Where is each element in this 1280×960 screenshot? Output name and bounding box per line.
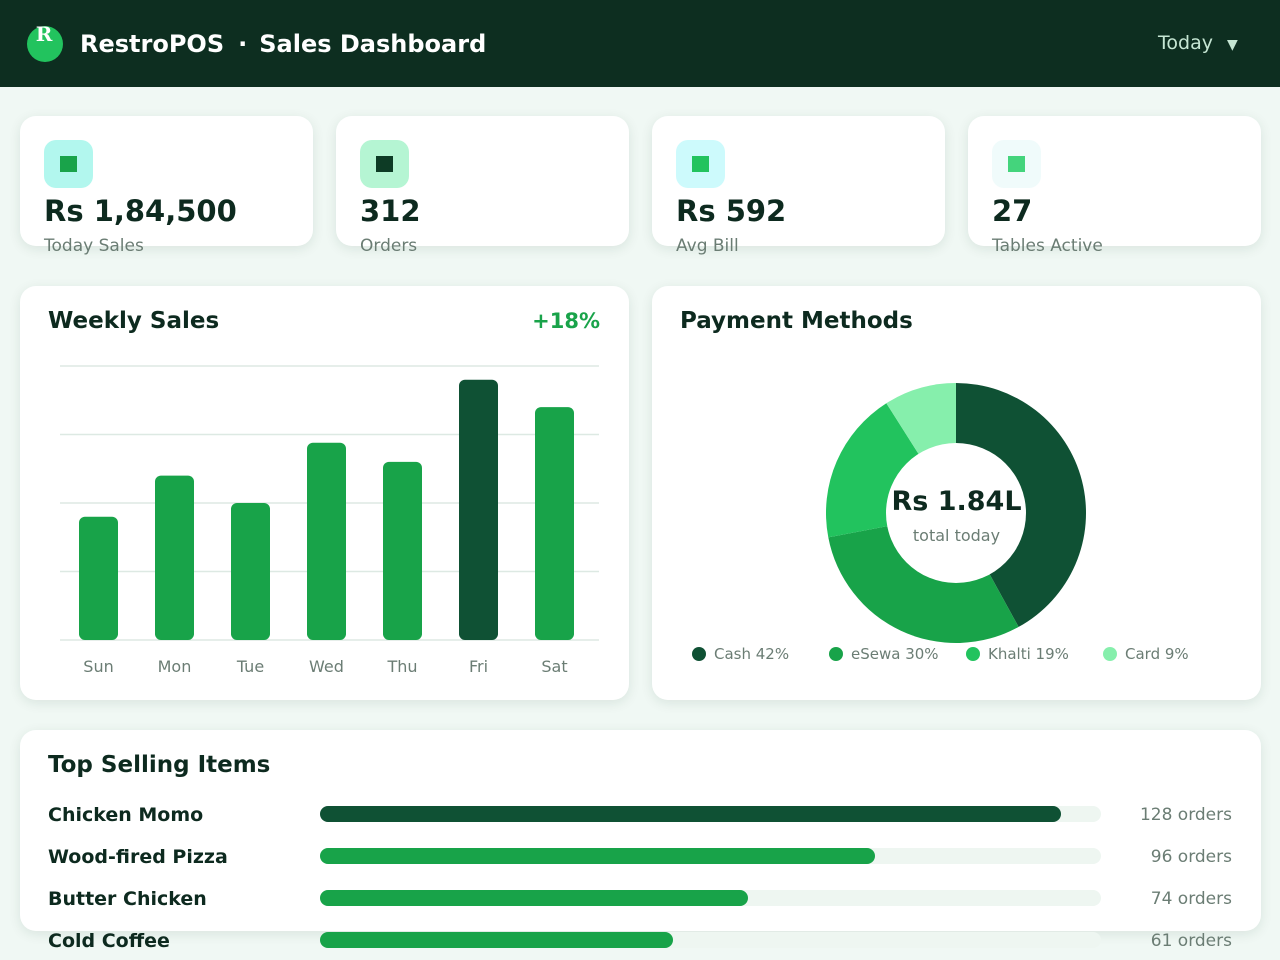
item-order-count: 74 orders	[1150, 889, 1232, 909]
bar-thu	[383, 461, 422, 640]
bar-sun	[79, 516, 118, 640]
legend-item-khalti: Khalti 19%	[966, 644, 1069, 664]
top-items-title: Top Selling Items	[48, 752, 271, 778]
bar-tue	[231, 503, 270, 640]
x-tick-label: Fri	[469, 657, 488, 676]
donut-center-value: Rs 1.84L	[891, 486, 1022, 517]
weekly-sales-chart: Sun Mon Tue Wed Thu Fri Sat	[60, 365, 599, 676]
date-range-dropdown[interactable]: Today ▼	[1158, 30, 1238, 58]
stat-label: Avg Bill	[676, 236, 739, 256]
item-order-count: 96 orders	[1150, 847, 1232, 867]
bill-icon	[676, 140, 725, 188]
x-tick-label: Mon	[158, 657, 192, 676]
stat-card-orders: 312 Orders	[336, 116, 629, 256]
stat-card-today-sales: Rs 1,84,500 Today Sales	[20, 116, 313, 256]
item-name: Butter Chicken	[48, 888, 207, 910]
stat-label: Today Sales	[44, 236, 144, 256]
x-tick-label: Thu	[386, 657, 417, 676]
orders-icon	[360, 140, 409, 188]
bar-mon	[155, 475, 194, 640]
title-separator: ·	[238, 30, 248, 58]
app-title: RestroPOS · Sales Dashboard	[80, 29, 486, 59]
tables-icon	[992, 140, 1041, 188]
item-order-count: 61 orders	[1150, 931, 1232, 951]
stat-card-avg-bill: Rs 592 Avg Bill	[652, 116, 945, 256]
stat-label: Tables Active	[992, 236, 1103, 256]
app-name: RestroPOS	[80, 30, 225, 58]
item-progress-track	[320, 932, 1101, 948]
x-tick-label: Tue	[236, 657, 264, 676]
item-progress-fill	[320, 806, 1061, 822]
stat-value: 312	[360, 194, 421, 228]
item-name: Wood-fired Pizza	[48, 846, 228, 868]
item-progress-fill	[320, 890, 749, 906]
legend-item-card: Card 9%	[1103, 644, 1189, 664]
x-tick-label: Sat	[541, 657, 567, 676]
bar-sat	[535, 407, 574, 640]
item-order-count: 128 orders	[1139, 805, 1232, 825]
page-title: Sales Dashboard	[259, 30, 487, 58]
item-name: Cold Coffee	[48, 930, 170, 952]
x-tick-label: Wed	[309, 657, 344, 676]
app-logo: R	[27, 24, 63, 62]
bar-wed	[307, 442, 346, 640]
top-items-list: Chicken Momo 128 orders Wood-fired Pizza…	[20, 730, 1261, 960]
stat-value: Rs 1,84,500	[44, 194, 237, 228]
legend-item-esewa: eSewa 30%	[829, 644, 939, 664]
stat-label: Orders	[360, 236, 418, 256]
x-tick-label: Sun	[83, 657, 113, 676]
stat-card-tables-active: 27 Tables Active	[968, 116, 1261, 256]
item-progress-track	[320, 806, 1101, 822]
item-progress-track	[320, 890, 1101, 906]
item-progress-fill	[320, 848, 876, 864]
date-range-value: Today	[1158, 32, 1213, 54]
donut-center-label: total today	[912, 526, 1001, 545]
logo-letter: R	[35, 22, 53, 46]
growth-badge: +18%	[532, 309, 600, 333]
stat-value: Rs 592	[676, 194, 787, 228]
payment-methods-title: Payment Methods	[680, 308, 913, 334]
stat-value: 27	[992, 194, 1033, 228]
legend-item-cash: Cash 42%	[692, 644, 789, 664]
item-name: Chicken Momo	[48, 804, 204, 826]
sales-icon	[44, 140, 93, 188]
bar-fri	[459, 379, 498, 640]
top-bar: R RestroPOS · Sales Dashboard Today ▼	[0, 0, 1280, 87]
payment-donut-chart	[825, 383, 1087, 644]
item-progress-track	[320, 848, 1101, 864]
weekly-sales-title: Weekly Sales	[48, 308, 220, 334]
donut-hole	[886, 443, 1026, 583]
item-progress-fill	[320, 932, 673, 948]
chevron-down-icon: ▼	[1226, 37, 1238, 53]
